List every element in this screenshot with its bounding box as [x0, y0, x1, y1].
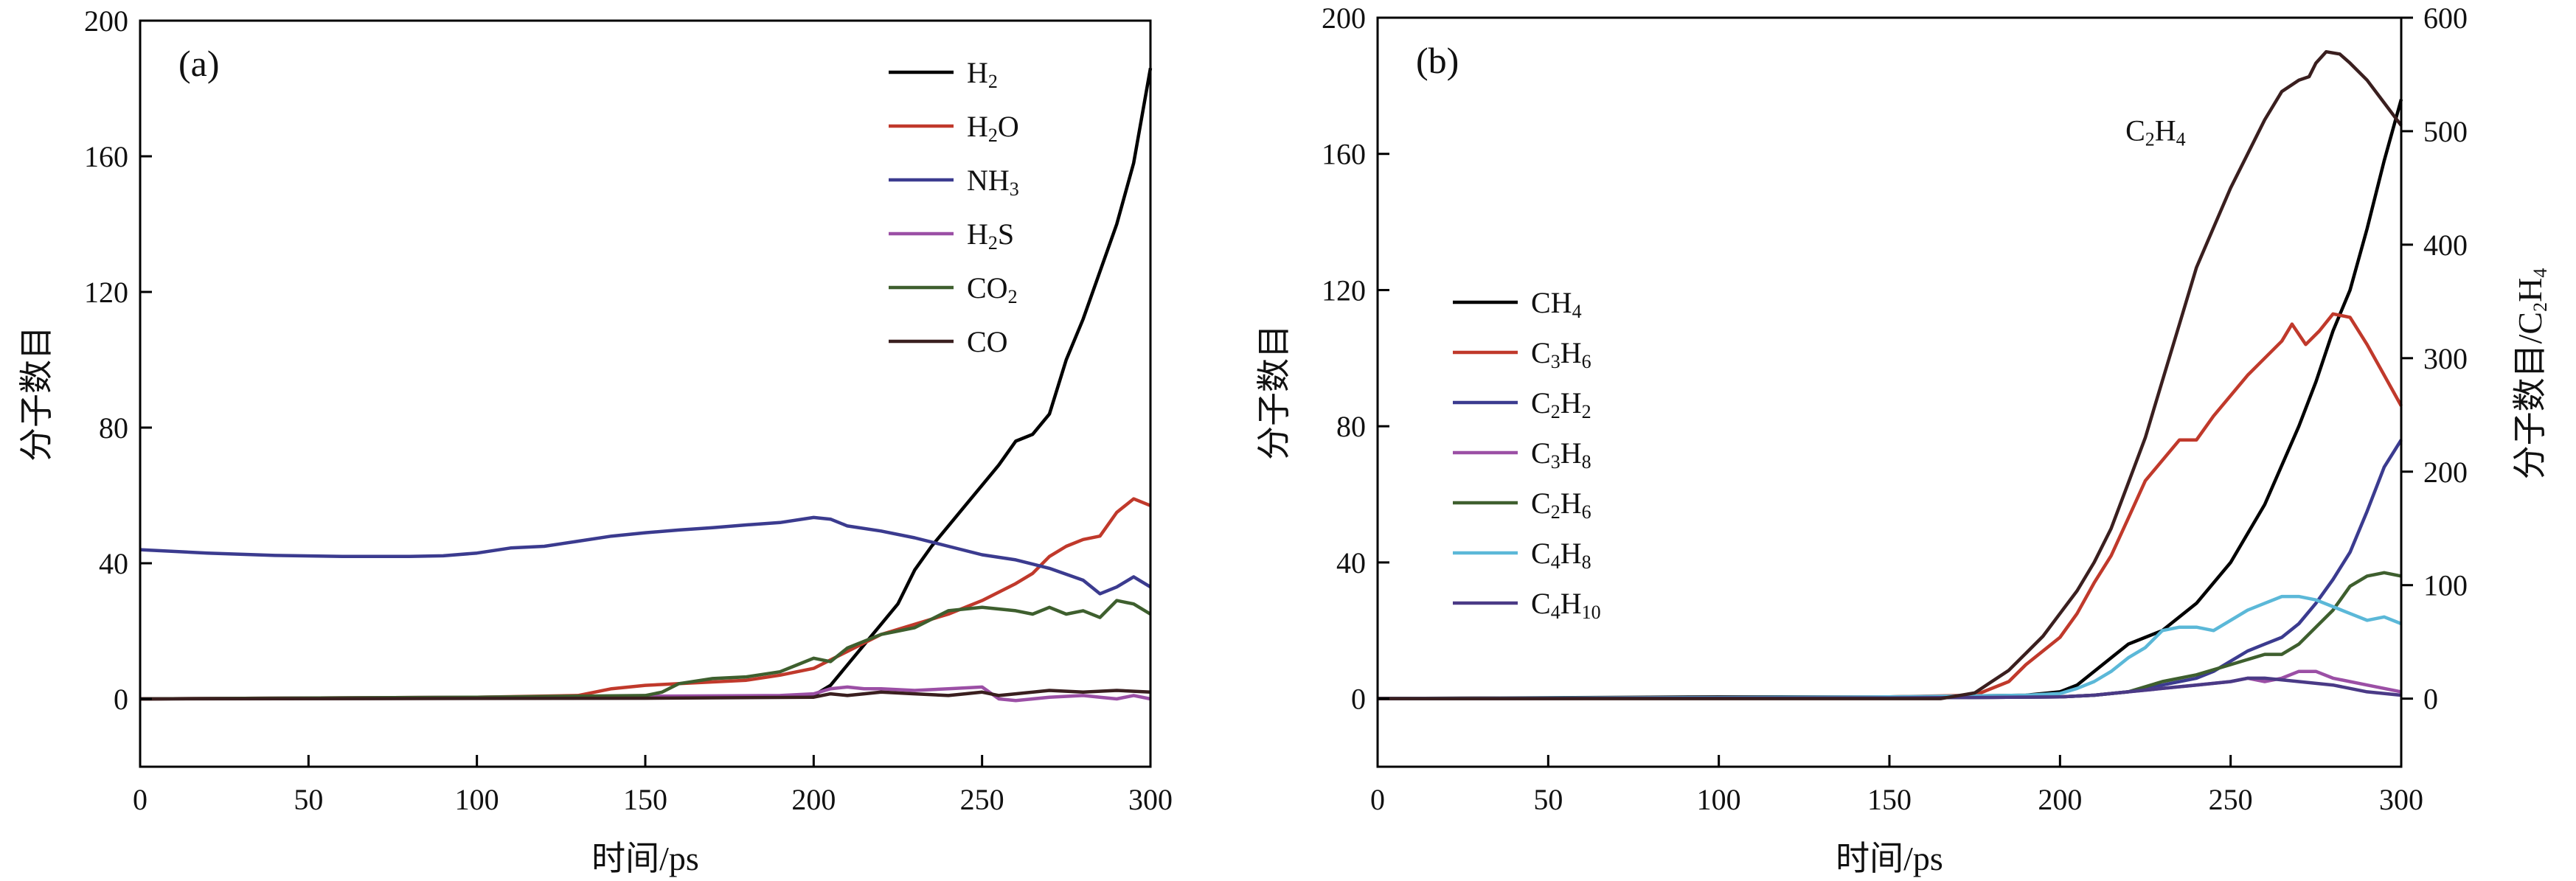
- y-tick-label: 200: [1322, 1, 1366, 35]
- x-tick-label: 250: [960, 783, 1004, 816]
- series-line-h2o: [139, 497, 1151, 701]
- x-tick-label: 200: [2038, 783, 2082, 816]
- x-tick-label: 100: [1697, 783, 1741, 816]
- series-line-c3h8: [1377, 669, 2402, 700]
- legend-label: H2: [967, 56, 998, 92]
- legend-label: C4H10: [1531, 587, 1601, 623]
- legend-label: C3H8: [1531, 436, 1591, 473]
- legend-label: NH3: [967, 164, 1019, 200]
- x-tick-label: 100: [455, 783, 499, 816]
- y2-axis-title: 分子数目/C2H4: [2511, 268, 2551, 480]
- legend-label: C3H6: [1531, 336, 1591, 372]
- series-lines: [139, 68, 1153, 703]
- legend-label: C2H6: [1531, 487, 1591, 523]
- series-line-co2: [139, 599, 1152, 701]
- series-lines: [1377, 49, 2403, 700]
- y-tick-label: 80: [1336, 410, 1366, 443]
- panel-label: (b): [1416, 40, 1459, 81]
- y-tick-label: 160: [84, 140, 128, 173]
- y2-tick-label: 600: [2423, 1, 2468, 35]
- x-tick-label: 50: [294, 783, 323, 816]
- series-line-c3h6: [1377, 312, 2403, 700]
- legend-label: H2O: [967, 110, 1019, 146]
- series-line-h2s: [139, 685, 1151, 703]
- x-axis-title: 时间/ps: [1836, 840, 1943, 877]
- y2-tick-label: 500: [2423, 115, 2468, 148]
- x-tick-label: 150: [623, 783, 667, 816]
- legend-label: H2S: [967, 217, 1014, 254]
- y-axis-title: 分子数目: [1255, 324, 1293, 460]
- series-line-h2: [139, 68, 1153, 701]
- x-tick-label: 0: [133, 783, 147, 816]
- y2-tick-label: 400: [2423, 229, 2468, 262]
- legend-label: CO2: [967, 271, 1018, 307]
- x-tick-label: 50: [1533, 783, 1563, 816]
- x-tick-label: 200: [791, 783, 836, 816]
- x-tick-label: 300: [2379, 783, 2423, 816]
- panel-label: (a): [178, 43, 220, 84]
- x-tick-label: 250: [2209, 783, 2253, 816]
- y-tick-label: 120: [84, 276, 128, 309]
- series-line-co: [139, 689, 1151, 701]
- y2-tick-label: 200: [2423, 456, 2468, 489]
- y-tick-label: 200: [84, 4, 128, 38]
- legend: CH4 C3H6 C2H2 C3H8 C2H6 C4H8 C4H10: [1453, 286, 1601, 623]
- y-tick-label: 80: [99, 411, 128, 445]
- x-tick-label: 0: [1370, 783, 1385, 816]
- legend-label: CO: [967, 325, 1008, 358]
- series-line-c2h4: [1378, 49, 2403, 700]
- y2-tick-label: 0: [2423, 683, 2438, 716]
- legend-label: C2H2: [1531, 386, 1591, 422]
- x-tick-label: 300: [1128, 783, 1173, 816]
- y-tick-label: 0: [1351, 683, 1366, 716]
- y-tick-label: 160: [1322, 138, 1366, 171]
- series-line-nh3: [139, 515, 1152, 596]
- y2-tick-label: 300: [2423, 342, 2468, 375]
- series-annotation: C2H4: [2125, 114, 2186, 150]
- legend-label: C4H8: [1531, 537, 1591, 573]
- chart-panel-a: 0 50 100 150 200 250 300 0 40 80 120 160 200 时间/ps 分子数…: [18, 4, 1173, 877]
- y-tick-label: 40: [1336, 546, 1366, 579]
- y-tick-label: 40: [99, 547, 128, 580]
- chart-panel-b: 0 50 100 150 200 250 300 0 40 80 120 160 200 0 100 200 3…: [1255, 1, 2551, 877]
- series-line-c4h10: [1377, 676, 2402, 700]
- y-axis-title: 分子数目: [18, 326, 55, 462]
- x-tick-label: 150: [1867, 783, 1912, 816]
- y-tick-label: 120: [1322, 274, 1366, 307]
- legend-label: CH4: [1531, 286, 1582, 322]
- legend: H2 H2O NH3 H2S CO2 CO: [889, 56, 1019, 358]
- series-line-c4h8: [1377, 594, 2402, 700]
- y2-tick-label: 100: [2423, 569, 2468, 602]
- x-axis-title: 时间/ps: [591, 840, 699, 877]
- y-tick-label: 0: [114, 683, 128, 716]
